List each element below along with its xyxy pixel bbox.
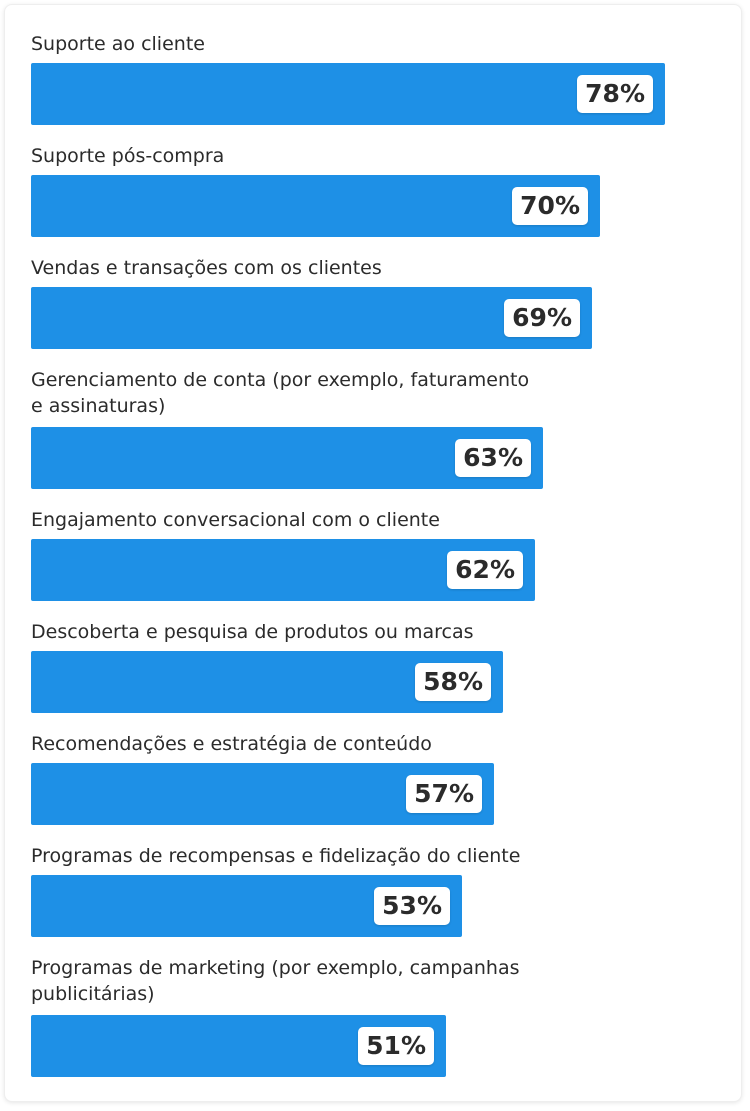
bar: 58% [31,651,503,713]
bar: 57% [31,763,494,825]
category-label: Engajamento conversacional com o cliente [31,509,440,531]
bar: 63% [31,427,543,489]
category-label: Programas de marketing (por exemplo, cam… [31,957,520,1005]
value-label: 78% [577,75,653,113]
category-label: Gerenciamento de conta (por exemplo, fat… [31,369,530,417]
category-label: Suporte ao cliente [31,33,205,55]
value-label: 53% [374,887,450,925]
category-label: Suporte pós-compra [31,145,225,167]
value-label: 69% [504,299,580,337]
value-label: 58% [415,663,491,701]
category-label: Descoberta e pesquisa de produtos ou mar… [31,621,474,643]
category-label: Programas de recompensas e fidelização d… [31,845,521,867]
category-label: Vendas e transações com os clientes [31,257,382,279]
bar: 53% [31,875,462,937]
value-label: 62% [447,551,523,589]
bar: 62% [31,539,535,601]
bar: 51% [31,1015,446,1077]
bar: 70% [31,175,600,237]
bar: 78% [31,63,665,125]
value-label: 57% [406,775,482,813]
value-label: 51% [358,1027,434,1065]
value-label: 70% [512,187,588,225]
bar: 69% [31,287,592,349]
category-label: Recomendações e estratégia de conteúdo [31,733,432,755]
value-label: 63% [455,439,531,477]
